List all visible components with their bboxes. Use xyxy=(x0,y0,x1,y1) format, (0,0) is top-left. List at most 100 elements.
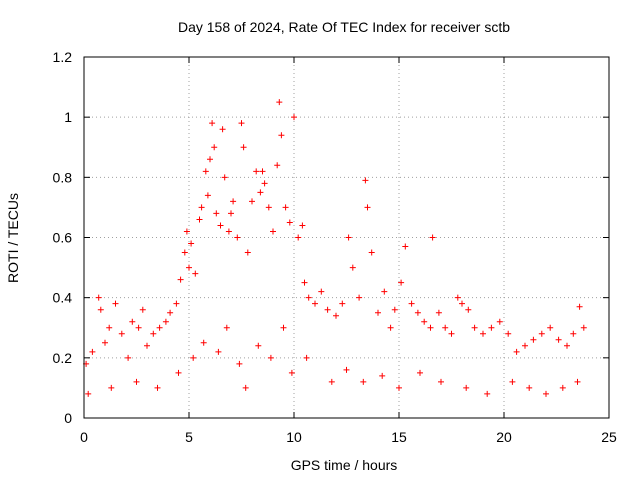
data-point xyxy=(162,318,169,325)
data-point xyxy=(129,318,136,325)
y-tick-label: 1 xyxy=(64,109,72,125)
data-point xyxy=(102,339,108,346)
data-point xyxy=(175,369,182,376)
data-point xyxy=(106,324,113,331)
data-point xyxy=(118,330,125,337)
data-point xyxy=(213,210,220,217)
data-point xyxy=(356,294,363,301)
data-point xyxy=(417,369,423,376)
data-point xyxy=(454,294,461,301)
data-point xyxy=(408,300,415,307)
data-point xyxy=(291,114,297,121)
data-point xyxy=(190,354,197,361)
data-point xyxy=(270,228,276,235)
data-point xyxy=(230,198,237,205)
x-tick-label: 0 xyxy=(80,429,88,445)
data-point xyxy=(379,372,386,379)
data-point xyxy=(249,198,255,205)
data-point xyxy=(108,384,115,391)
data-point xyxy=(471,324,478,331)
data-point xyxy=(267,354,274,361)
data-point xyxy=(526,384,533,391)
data-point xyxy=(414,309,421,316)
data-point xyxy=(570,330,577,337)
data-point xyxy=(345,234,352,241)
data-point xyxy=(381,288,388,295)
data-point xyxy=(253,168,260,175)
data-point xyxy=(427,324,434,331)
data-point xyxy=(204,192,211,199)
data-point xyxy=(278,132,285,139)
data-point xyxy=(89,348,96,355)
chart-title: Day 158 of 2024, Rate Of TEC Index for r… xyxy=(178,19,510,35)
data-point xyxy=(398,279,405,286)
data-point xyxy=(324,306,331,313)
data-point xyxy=(244,249,251,256)
data-point xyxy=(139,306,146,313)
data-point xyxy=(496,318,503,325)
data-point xyxy=(484,390,491,397)
data-point xyxy=(574,378,581,385)
data-point xyxy=(198,204,205,211)
data-point xyxy=(255,342,262,349)
data-point xyxy=(200,339,207,346)
data-point xyxy=(509,378,516,385)
data-point xyxy=(276,99,283,106)
data-point xyxy=(488,324,495,331)
data-point xyxy=(265,204,272,211)
x-tick-label: 20 xyxy=(496,429,512,445)
data-point xyxy=(125,354,132,361)
data-point xyxy=(580,324,587,331)
y-tick-label: 1.2 xyxy=(53,49,73,65)
data-point xyxy=(339,300,346,307)
data-point xyxy=(429,234,436,241)
data-point xyxy=(343,366,350,373)
data-point xyxy=(211,144,218,151)
data-point xyxy=(183,228,190,235)
data-point xyxy=(156,324,163,331)
x-tick-label: 5 xyxy=(185,429,193,445)
data-point xyxy=(391,306,398,313)
data-point xyxy=(97,306,104,313)
data-point xyxy=(564,342,570,349)
y-tick-label: 0 xyxy=(64,410,72,426)
data-point xyxy=(442,324,449,331)
data-point xyxy=(364,204,371,211)
x-tick-label: 15 xyxy=(391,429,407,445)
data-point xyxy=(286,219,293,226)
data-point xyxy=(133,378,140,385)
y-tick-label: 0.8 xyxy=(53,169,73,185)
data-point xyxy=(274,162,281,169)
data-point xyxy=(186,264,192,271)
data-point xyxy=(225,228,232,235)
data-point xyxy=(238,120,245,127)
data-point xyxy=(240,144,247,151)
data-point xyxy=(196,216,203,223)
data-point xyxy=(280,324,287,331)
data-point xyxy=(215,348,222,355)
data-point xyxy=(459,300,465,307)
data-point xyxy=(167,309,174,316)
data-point xyxy=(135,324,142,331)
data-point xyxy=(555,336,562,343)
data-point xyxy=(282,204,289,211)
data-point xyxy=(112,300,119,307)
data-point xyxy=(85,390,92,397)
data-point xyxy=(305,294,312,301)
data-point xyxy=(219,126,226,133)
data-point xyxy=(368,249,375,256)
data-point xyxy=(360,378,367,385)
data-point xyxy=(421,318,428,325)
data-point xyxy=(438,378,444,385)
data-point xyxy=(95,294,102,301)
data-point xyxy=(234,234,241,241)
data-point xyxy=(288,369,295,376)
x-axis-label: GPS time / hours xyxy=(291,457,398,473)
data-point xyxy=(538,330,545,337)
data-point xyxy=(463,384,470,391)
data-point xyxy=(188,240,195,247)
data-point xyxy=(192,270,199,277)
data-point xyxy=(261,180,268,187)
